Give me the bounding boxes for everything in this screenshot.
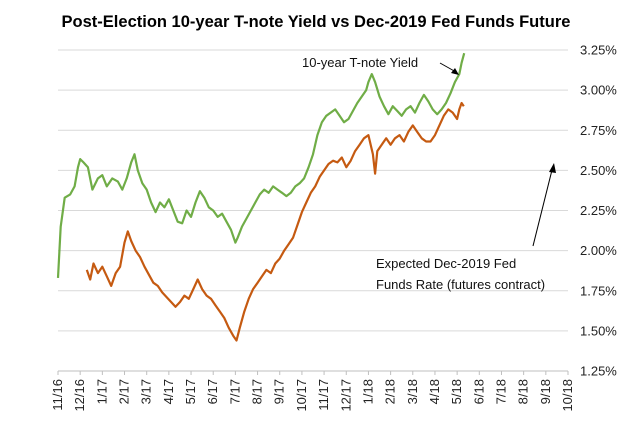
yield-annotation-label: 10-year T-note Yield: [302, 55, 418, 70]
y-tick-label: 1.50%: [580, 323, 617, 338]
fed-annotation-label-line2: Funds Rate (futures contract): [376, 277, 545, 292]
chart-title: Post-Election 10-year T-note Yield vs De…: [62, 13, 571, 31]
x-tick-label: 8/18: [516, 379, 531, 404]
y-tick-label: 2.50%: [580, 163, 617, 178]
fed-annotation-label-line1: Expected Dec-2019 Fed: [376, 256, 516, 271]
x-axis-ticks: 11/16 12/16 1/17 2/17 3/17 4/17 5/17 6/17 7/17 8/…: [50, 371, 575, 412]
fed-annotation-arrowhead: [549, 163, 556, 173]
series-layer: [56, 52, 466, 342]
fed-funds-series-line: [85, 101, 465, 342]
x-tick-label: 7/18: [493, 379, 508, 404]
yield-annotation-arrowhead: [451, 68, 459, 75]
yield-series-line: [56, 52, 466, 278]
x-tick-label: 6/18: [471, 379, 486, 404]
x-tick-label: 3/17: [139, 379, 154, 404]
x-tick-label: 2/17: [117, 379, 132, 404]
annotation-layer: 10-year T-note Yield Expected Dec-2019 Fe…: [302, 55, 556, 292]
x-tick-label: 9/18: [538, 379, 553, 404]
x-tick-label: 10/18: [560, 379, 575, 412]
x-tick-label: 10/17: [294, 379, 309, 412]
x-tick-label: 9/17: [272, 379, 287, 404]
y-tick-label: 2.75%: [580, 123, 617, 138]
x-tick-label: 5/17: [183, 379, 198, 404]
y-tick-label: 2.25%: [580, 203, 617, 218]
grid: [58, 49, 568, 372]
y-tick-label: 1.25%: [580, 364, 617, 379]
x-tick-label: 2/18: [383, 379, 398, 404]
x-tick-label: 4/18: [427, 379, 442, 404]
x-tick-label: 7/17: [227, 379, 242, 404]
y-tick-label: 2.00%: [580, 243, 617, 258]
x-tick-label: 5/18: [449, 379, 464, 404]
x-tick-label: 6/17: [205, 379, 220, 404]
fed-annotation-arrow: [532, 169, 553, 247]
x-tick-label: 1/18: [360, 379, 375, 404]
x-tick-label: 4/17: [161, 379, 176, 404]
y-tick-label: 3.00%: [580, 83, 617, 98]
x-tick-label: 12/17: [338, 379, 353, 412]
x-tick-label: 1/17: [94, 379, 109, 404]
x-tick-label: 8/17: [250, 379, 265, 404]
x-tick-label: 11/16: [50, 379, 65, 411]
x-tick-label: 11/17: [316, 379, 331, 411]
y-axis-ticks: 1.25% 1.50% 1.75% 2.00% 2.25% 2.50% 2.75% 3.00%…: [580, 43, 617, 379]
x-tick-label: 12/16: [72, 379, 87, 412]
y-tick-label: 1.75%: [580, 283, 617, 298]
x-tick-label: 3/18: [405, 379, 420, 404]
y-tick-label: 3.25%: [580, 43, 617, 58]
